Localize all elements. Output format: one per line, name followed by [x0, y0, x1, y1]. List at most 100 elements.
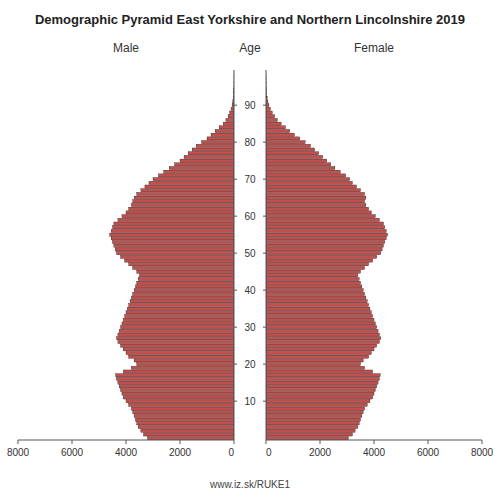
bar [266, 385, 377, 388]
bar [266, 348, 374, 351]
bar [133, 200, 234, 203]
bar [202, 141, 234, 144]
bar [230, 111, 234, 114]
bar [111, 229, 234, 232]
bar [228, 115, 234, 118]
bar [266, 433, 352, 436]
bar [116, 374, 234, 377]
bar [184, 155, 234, 158]
y-tick [263, 327, 266, 328]
y-tick [263, 105, 266, 106]
bar [266, 303, 369, 306]
bar [266, 152, 319, 155]
x-tick-label: 6000 [61, 447, 84, 458]
bar [266, 141, 305, 144]
bar [129, 263, 234, 266]
bar [130, 300, 234, 303]
bar [141, 189, 234, 192]
bar [123, 318, 234, 321]
bar [266, 266, 365, 269]
bar [266, 137, 300, 140]
bar [266, 222, 383, 225]
bar [266, 129, 290, 132]
y-tick [234, 327, 237, 328]
y-tick [234, 179, 237, 180]
bar [149, 181, 234, 184]
bar [121, 388, 234, 391]
y-tick-label: 40 [244, 285, 256, 296]
bar [266, 326, 377, 329]
x-tick [234, 440, 235, 444]
watermark: www.iz.sk/RUKE1 [209, 479, 290, 490]
bar [114, 244, 234, 247]
x-tick [374, 440, 375, 444]
axis-label: Age [239, 41, 261, 55]
bar [153, 178, 234, 181]
bar [266, 155, 323, 158]
x-tick [428, 440, 429, 444]
bar [266, 374, 380, 377]
female-bars [266, 74, 388, 440]
bar [175, 163, 234, 166]
y-tick-label: 60 [244, 211, 256, 222]
x-tick-label: 2000 [309, 447, 332, 458]
bar [119, 329, 234, 332]
bar [137, 270, 234, 273]
bar [266, 111, 272, 114]
bar [266, 355, 369, 358]
x-tick-label: 4000 [363, 447, 386, 458]
bar [125, 259, 234, 262]
bar [122, 215, 234, 218]
bar [196, 144, 234, 147]
bar [266, 289, 363, 292]
bar [266, 178, 350, 181]
bar [126, 211, 234, 214]
x-tick [482, 440, 483, 444]
bar [266, 115, 275, 118]
bar [266, 411, 363, 414]
bar [121, 255, 234, 258]
bar [215, 129, 234, 132]
bar [123, 396, 234, 399]
bar [266, 218, 379, 221]
y-tick [234, 401, 237, 402]
y-tick [263, 216, 266, 217]
x-tick [72, 440, 73, 444]
bar [134, 289, 234, 292]
bar [126, 351, 234, 354]
bar [266, 192, 365, 195]
bar [129, 207, 234, 210]
bar [266, 252, 381, 255]
chart: Demographic Pyramid East Yorkshire and N… [0, 0, 500, 500]
bar [266, 285, 362, 288]
x-tick [18, 440, 19, 444]
bar [266, 337, 381, 340]
bar [118, 218, 234, 221]
bar [117, 252, 234, 255]
bar [266, 422, 359, 425]
bar [226, 118, 234, 121]
y-tick [234, 105, 237, 106]
bar [122, 322, 234, 325]
bar [266, 118, 277, 121]
bar [266, 377, 379, 380]
bar [266, 170, 340, 173]
bar [118, 333, 234, 336]
bar [266, 400, 370, 403]
x-tick-label: 0 [228, 447, 234, 458]
bar [266, 107, 270, 110]
bar [266, 437, 348, 440]
bar [137, 192, 234, 195]
bar [207, 137, 234, 140]
bar [127, 307, 234, 310]
bar [131, 407, 234, 410]
bar [266, 392, 374, 395]
bar [266, 207, 369, 210]
bar [134, 196, 234, 199]
y-tick [263, 142, 266, 143]
bar [266, 229, 386, 232]
bar [266, 148, 315, 151]
bar [110, 233, 234, 236]
bar [266, 429, 355, 432]
bar [117, 377, 234, 380]
